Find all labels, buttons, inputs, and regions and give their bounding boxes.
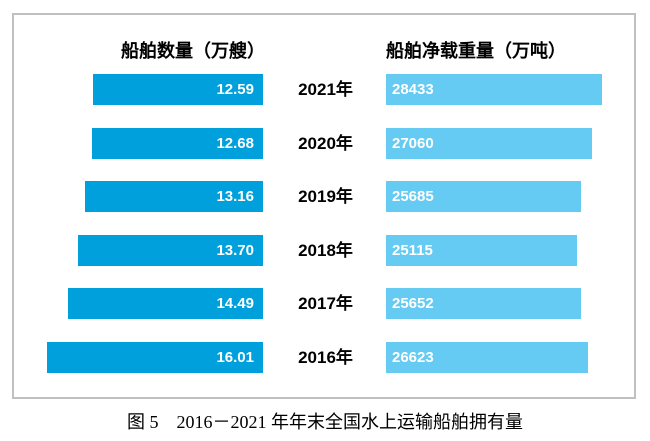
chart-row: 12.68 2020年 27060 xyxy=(14,127,634,159)
bar-deadweight: 27060 xyxy=(386,127,592,159)
figure-caption: 图 5 2016－2021 年年末全国水上运输船舶拥有量 xyxy=(127,412,523,432)
chart-row: 16.01 2016年 26623 xyxy=(14,341,634,373)
bar-ship-count: 13.70 xyxy=(78,234,263,266)
chart-row: 14.49 2017年 25652 xyxy=(14,288,634,319)
left-series-title: 船舶数量（万艘） xyxy=(121,41,265,61)
chart-row: 13.70 2018年 25115 xyxy=(14,234,634,266)
bar-deadweight: 26623 xyxy=(386,341,588,373)
bar-ship-count: 16.01 xyxy=(47,341,263,373)
chart-frame: 船舶数量（万艘） 船舶净载重量（万吨） 12.59 2021年 28433 12.68… xyxy=(12,13,636,399)
bar-deadweight: 25115 xyxy=(386,234,577,266)
year-label: 2021年 xyxy=(298,80,353,99)
year-label: 2019年 xyxy=(298,187,353,206)
year-label: 2020年 xyxy=(298,133,353,153)
chart-rows: 12.59 2021年 28433 12.68 2020年 27060 13.16 2019年… xyxy=(14,15,634,397)
year-label: 2017年 xyxy=(298,294,353,313)
bar-deadweight: 25652 xyxy=(386,288,581,319)
bar-ship-count: 12.68 xyxy=(92,127,263,159)
bar-deadweight: 25685 xyxy=(386,181,581,212)
bar-deadweight: 28433 xyxy=(386,74,602,105)
bar-ship-count: 14.49 xyxy=(68,288,263,319)
chart-row: 12.59 2021年 28433 xyxy=(14,74,634,105)
year-label: 2016年 xyxy=(298,347,353,367)
bar-ship-count: 13.16 xyxy=(85,181,263,212)
year-label: 2018年 xyxy=(298,240,353,260)
right-series-title: 船舶净载重量（万吨） xyxy=(386,41,566,61)
bar-ship-count: 12.59 xyxy=(93,74,263,105)
chart-row: 13.16 2019年 25685 xyxy=(14,181,634,212)
